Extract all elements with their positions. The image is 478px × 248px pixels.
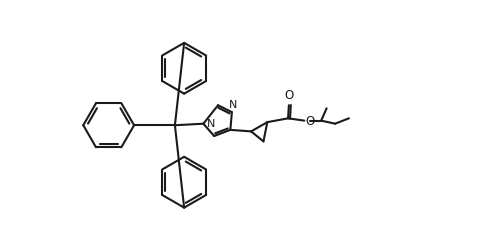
Text: O: O xyxy=(305,115,314,128)
Text: N: N xyxy=(228,100,237,110)
Text: O: O xyxy=(284,89,293,102)
Text: N: N xyxy=(206,120,215,129)
